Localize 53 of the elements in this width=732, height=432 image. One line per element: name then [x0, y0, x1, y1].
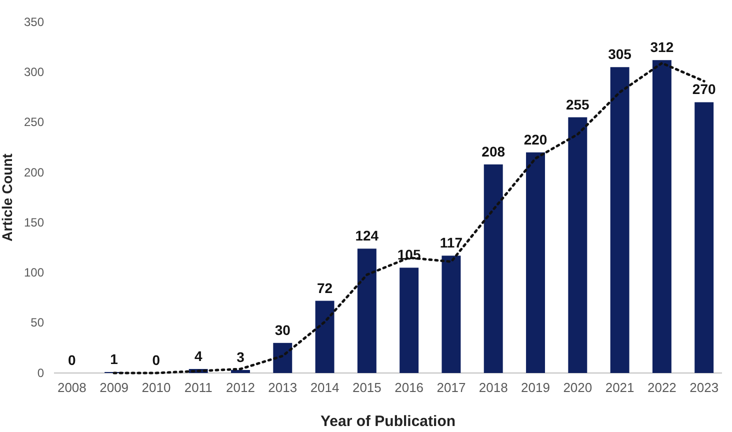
data-label: 124: [355, 228, 379, 244]
bar: [484, 164, 503, 373]
y-axis-title: Article Count: [0, 153, 15, 242]
x-tick-label: 2021: [605, 380, 634, 396]
bar: [568, 117, 588, 373]
data-label: 4: [194, 348, 202, 364]
x-tick-label: 2017: [436, 380, 466, 396]
x-tick-label: 2020: [563, 380, 592, 396]
data-label: 72: [316, 280, 333, 296]
x-tick-label: 2023: [690, 380, 719, 396]
data-label: 270: [692, 81, 716, 98]
data-label: 220: [524, 131, 548, 148]
y-tick-label: 300: [24, 64, 44, 79]
x-tick-label: 2010: [142, 380, 171, 396]
x-tick-label: 2018: [478, 380, 508, 396]
data-label: 255: [566, 96, 590, 112]
bar: [526, 152, 545, 373]
bar: [273, 342, 292, 373]
x-tick-label: 2009: [100, 380, 129, 396]
y-tick-label: 100: [24, 266, 44, 280]
y-tick-label: 200: [24, 165, 44, 180]
data-label: 30: [274, 322, 291, 338]
x-tick-label: 2016: [394, 380, 424, 396]
data-label: 117: [440, 234, 463, 251]
bar: [442, 256, 461, 373]
bar: [694, 102, 714, 373]
x-tick-label: 2014: [310, 380, 340, 396]
data-label: 312: [650, 39, 674, 56]
bar: [357, 248, 376, 373]
x-tick-label: 2013: [268, 380, 298, 396]
data-label: 0: [68, 352, 76, 368]
x-tick-label: 2015: [352, 380, 382, 396]
x-tick-label: 2008: [57, 380, 86, 396]
data-label: 208: [482, 143, 506, 160]
bar: [315, 300, 334, 373]
y-tick-label: 250: [24, 115, 44, 130]
bar: [231, 370, 250, 373]
y-tick-label: 0: [37, 366, 44, 380]
y-tick-label: 350: [24, 14, 44, 29]
x-tick-label: 2019: [521, 380, 550, 396]
bar: [652, 60, 672, 373]
data-label: 305: [608, 46, 632, 62]
data-label: 1: [110, 350, 118, 367]
data-label: 3: [236, 348, 245, 365]
x-tick-label: 2022: [647, 380, 676, 396]
bar: [400, 268, 419, 373]
bar: [610, 67, 630, 373]
x-tick-label: 2011: [184, 380, 212, 396]
data-label: 0: [152, 352, 160, 368]
x-tick-label: 2012: [226, 380, 255, 396]
x-axis-title: Year of Publication: [320, 413, 456, 430]
y-tick-label: 50: [30, 316, 44, 330]
y-tick-label: 150: [24, 215, 44, 230]
